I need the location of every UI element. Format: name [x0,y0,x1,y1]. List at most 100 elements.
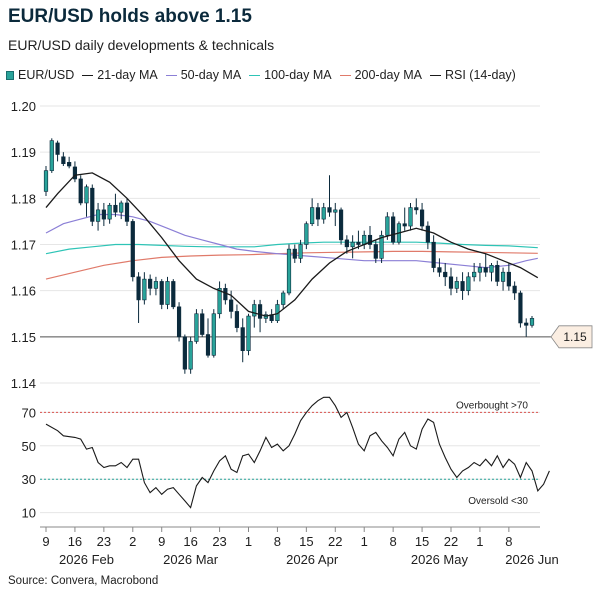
candle [165,276,170,310]
candle-body [182,336,187,370]
ma21-line [45,172,539,317]
candle-body [200,313,205,335]
x-month-label: 2026 Feb [59,552,114,567]
candle-body [408,207,413,227]
candle [333,202,338,227]
legend-swatch-ma50 [165,74,177,76]
candle-body [472,271,477,278]
legend-swatch-rsi [429,74,441,76]
candle-body [489,264,494,273]
legend-label-ma21: 21-day MA [97,68,158,82]
x-day-label: 23 [97,534,111,549]
candle-body [373,244,378,259]
candle [257,299,263,333]
candle [217,281,222,319]
rsi-y-tick-label: 30 [22,472,36,487]
candle [275,299,280,323]
candle [472,262,477,282]
candle [367,226,373,250]
candle-body [529,318,535,326]
legend-swatch-ma100 [249,74,261,76]
candle-body [252,304,257,317]
candle [304,221,309,250]
candle [460,272,465,300]
candle [194,309,199,344]
candle [182,334,187,374]
candle-body [49,140,54,171]
candle [286,244,292,296]
candle-body [460,281,465,291]
x-day-label: 1 [361,534,368,549]
candle-body [211,313,216,356]
x-day-label: 8 [505,534,512,549]
candle [78,175,83,206]
candle [153,276,159,296]
x-month-label: 2026 Mar [163,552,219,567]
candle-body [234,311,240,328]
candle [240,318,245,363]
candle [408,202,413,231]
legend-swatch-eurusd [6,70,14,80]
candle [252,299,257,328]
x-day-label: 9 [42,534,49,549]
rsi-y-tick-label: 10 [22,506,36,521]
price-y-tick-label: 1.18 [11,191,36,206]
candle-body [286,248,292,294]
x-day-label: 16 [68,534,82,549]
candle [321,202,326,224]
oversold-label: Oversold <30 [468,496,528,507]
candle-body [90,187,95,222]
candle-body [385,216,390,236]
candle [130,219,135,282]
candle [281,290,286,310]
candle-body [246,315,251,351]
candle [148,274,153,296]
x-day-label: 22 [444,534,458,549]
candle [113,193,118,217]
chart-title: EUR/USD holds above 1.15 [8,6,252,27]
candle [211,309,216,358]
price-y-tick-label: 1.19 [11,145,36,160]
candle-body [188,341,193,370]
candle-body [55,142,60,155]
candle-body [466,276,471,291]
candle [90,184,95,227]
candle-body [431,241,436,268]
x-day-label: 15 [299,534,313,549]
candle-body [205,334,211,356]
candle-body [281,292,286,305]
support-callout-label: 1.15 [563,330,587,344]
candle-body [165,281,170,305]
candle [362,230,367,250]
candle [506,262,511,291]
rsi-line [45,396,550,509]
ma100-line [45,241,538,255]
candle-body [124,202,130,222]
candle [391,212,396,245]
candle-body [443,271,448,278]
price-y-tick-label: 1.14 [11,376,36,391]
candle-body [153,281,159,289]
candle-body [304,223,309,245]
candle [55,140,60,162]
candle [466,272,471,296]
candle [298,239,303,263]
x-day-label: 16 [183,534,197,549]
candle-body [454,281,459,289]
candle-body [356,241,361,245]
candle [200,309,205,337]
candle-body [95,209,101,222]
candle-body [500,271,506,282]
candle [483,253,488,277]
candle [107,202,112,224]
candle-body [171,281,176,308]
ma200-line [45,250,538,280]
candle [72,161,78,183]
ma50-line [45,213,538,269]
candle [101,202,106,227]
candle-body [419,209,425,227]
candle-body [338,209,344,241]
candle [373,239,378,263]
candle-body [333,209,338,213]
candle [350,235,355,259]
